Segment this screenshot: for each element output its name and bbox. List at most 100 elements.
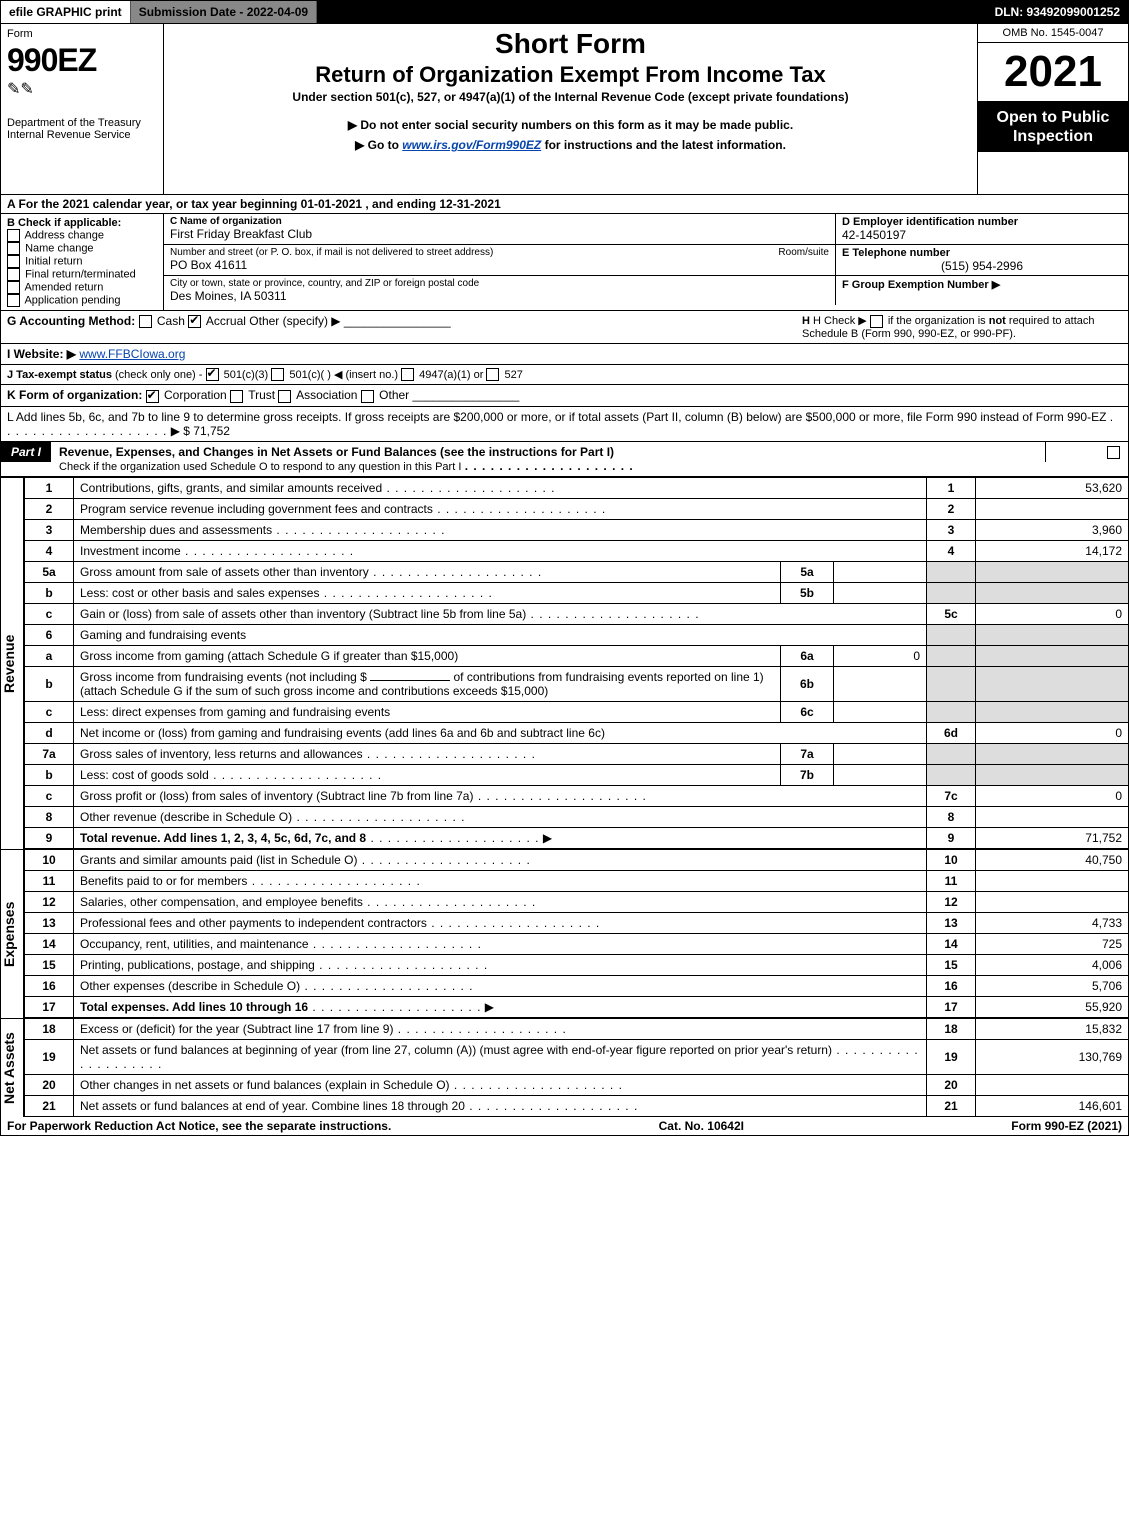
form-header: Form 990EZ ✎✎ Department of the Treasury… xyxy=(0,24,1129,195)
accrual-label: Accrual xyxy=(206,314,246,328)
opt-name-change[interactable]: Name change xyxy=(7,242,157,255)
section-f: F Group Exemption Number ▶ xyxy=(835,276,1128,305)
check-501c[interactable] xyxy=(271,368,284,381)
line-h: H H Check ▶ if the organization is not r… xyxy=(802,314,1122,340)
check-association[interactable] xyxy=(278,390,291,403)
dln: DLN: 93492099001252 xyxy=(987,1,1128,23)
table-row: 4Investment income414,172 xyxy=(25,540,1129,561)
expenses-section: Expenses 10Grants and similar amounts pa… xyxy=(0,849,1129,1018)
irs-link[interactable]: www.irs.gov/Form990EZ xyxy=(402,138,541,152)
table-row: cGain or (loss) from sale of assets othe… xyxy=(25,603,1129,624)
main-title: Return of Organization Exempt From Incom… xyxy=(172,62,969,88)
line-g-label: G Accounting Method: xyxy=(7,314,135,328)
table-row: 1Contributions, gifts, grants, and simil… xyxy=(25,477,1129,498)
check-h[interactable] xyxy=(870,315,883,328)
opt-name-change-label: Name change xyxy=(25,242,94,254)
subtitle: Under section 501(c), 527, or 4947(a)(1)… xyxy=(172,90,969,104)
tax-year: 2021 xyxy=(978,43,1128,102)
form-number: 990EZ xyxy=(7,42,157,79)
footer-right: Form 990-EZ (2021) xyxy=(1011,1119,1122,1133)
opt-amended-return-label: Amended return xyxy=(24,281,103,293)
opt-final-return-label: Final return/terminated xyxy=(25,268,136,280)
footer: For Paperwork Reduction Act Notice, see … xyxy=(0,1117,1129,1136)
check-corporation[interactable] xyxy=(146,390,159,403)
line-k-label: K Form of organization: xyxy=(7,388,142,402)
efile-print[interactable]: efile GRAPHIC print xyxy=(1,1,131,23)
footer-left: For Paperwork Reduction Act Notice, see … xyxy=(7,1119,391,1133)
section-e-label: E Telephone number xyxy=(842,247,1122,259)
section-e: E Telephone number (515) 954-2996 xyxy=(835,245,1128,276)
other-org-blank: ________________ xyxy=(413,388,520,402)
footer-center: Cat. No. 10642I xyxy=(659,1119,744,1133)
table-row: 16Other expenses (describe in Schedule O… xyxy=(25,975,1129,996)
table-row: 17Total expenses. Add lines 10 through 1… xyxy=(25,996,1129,1017)
opt-address-change-label: Address change xyxy=(24,229,104,241)
org-address: PO Box 41611 xyxy=(170,258,829,272)
opt-initial-return-label: Initial return xyxy=(25,255,82,267)
part1-title: Revenue, Expenses, and Changes in Net As… xyxy=(51,442,1045,476)
section-f-label: F Group Exemption Number ▶ xyxy=(842,279,1000,291)
note-goto: ▶ Go to www.irs.gov/Form990EZ for instru… xyxy=(172,138,969,152)
check-4947[interactable] xyxy=(401,368,414,381)
netassets-section: Net Assets 18Excess or (deficit) for the… xyxy=(0,1018,1129,1117)
table-row: cLess: direct expenses from gaming and f… xyxy=(25,701,1129,722)
line-h-t1: H Check ▶ xyxy=(813,315,870,327)
opt-final-return[interactable]: Final return/terminated xyxy=(7,268,157,281)
netassets-side-label: Net Assets xyxy=(0,1018,24,1117)
check-501c3[interactable] xyxy=(206,368,219,381)
header-left: Form 990EZ ✎✎ Department of the Treasury… xyxy=(1,24,164,194)
dept-treasury: Department of the Treasury xyxy=(7,117,157,129)
part1-checkbox[interactable] xyxy=(1107,446,1120,459)
website-link[interactable]: www.FFBCIowa.org xyxy=(79,347,185,361)
revenue-side-label: Revenue xyxy=(0,477,24,849)
expenses-side-label: Expenses xyxy=(0,849,24,1018)
line-l: L Add lines 5b, 6c, and 7b to line 9 to … xyxy=(0,407,1129,442)
section-c-city: City or town, state or province, country… xyxy=(164,276,835,305)
table-row: 8Other revenue (describe in Schedule O)8 xyxy=(25,806,1129,827)
topbar: efile GRAPHIC print Submission Date - 20… xyxy=(0,0,1129,24)
table-row: 21Net assets or fund balances at end of … xyxy=(25,1095,1129,1116)
check-accrual[interactable] xyxy=(188,315,201,328)
header-center: Short Form Return of Organization Exempt… xyxy=(164,24,977,194)
table-row: 14Occupancy, rent, utilities, and mainte… xyxy=(25,933,1129,954)
org-name: First Friday Breakfast Club xyxy=(170,227,829,241)
opt-address-change[interactable]: Address change xyxy=(7,229,157,242)
check-527[interactable] xyxy=(486,368,499,381)
opt-527: 527 xyxy=(505,369,523,381)
netassets-table: 18Excess or (deficit) for the year (Subt… xyxy=(24,1018,1129,1117)
opt-application-pending[interactable]: Application pending xyxy=(7,294,157,307)
check-trust[interactable] xyxy=(230,390,243,403)
table-row: 13Professional fees and other payments t… xyxy=(25,912,1129,933)
table-row: 19Net assets or fund balances at beginni… xyxy=(25,1039,1129,1074)
submission-date: Submission Date - 2022-04-09 xyxy=(131,1,317,23)
opt-amended-return[interactable]: Amended return xyxy=(7,281,157,294)
section-c-name: C Name of organization First Friday Brea… xyxy=(164,214,835,245)
opt-501c3: 501(c)(3) xyxy=(224,369,269,381)
check-cash[interactable] xyxy=(139,315,152,328)
table-row: dNet income or (loss) from gaming and fu… xyxy=(25,722,1129,743)
note-ssn: ▶ Do not enter social security numbers o… xyxy=(172,118,969,132)
opt-trust: Trust xyxy=(248,388,275,402)
line-i-label: I Website: ▶ xyxy=(7,347,76,361)
table-row: 6Gaming and fundraising events xyxy=(25,624,1129,645)
topbar-spacer xyxy=(317,1,986,23)
addr-label: Number and street (or P. O. box, if mail… xyxy=(170,247,493,258)
section-c-container: C Name of organization First Friday Brea… xyxy=(164,214,1128,310)
table-row: 5aGross amount from sale of assets other… xyxy=(25,561,1129,582)
opt-501c: 501(c)( ) ◀ (insert no.) xyxy=(289,369,398,381)
opt-other-org: Other xyxy=(379,388,409,402)
bcdef-grid: B Check if applicable: Address change Na… xyxy=(0,214,1129,311)
line-g: G Accounting Method: Cash Accrual Other … xyxy=(7,314,802,340)
note-goto-prefix: ▶ Go to xyxy=(355,138,402,152)
part1-check-text: Check if the organization used Schedule … xyxy=(59,461,461,473)
table-row: 12Salaries, other compensation, and empl… xyxy=(25,891,1129,912)
line-j-note: (check only one) - xyxy=(115,369,202,381)
line-g-h: G Accounting Method: Cash Accrual Other … xyxy=(0,311,1129,344)
irs-label: Internal Revenue Service xyxy=(7,129,157,141)
check-other-org[interactable] xyxy=(361,390,374,403)
part1-header: Part I Revenue, Expenses, and Changes in… xyxy=(0,442,1129,477)
form-word: Form xyxy=(7,28,157,40)
other-blank: ________________ xyxy=(344,314,451,328)
table-row: bLess: cost of goods sold7b xyxy=(25,764,1129,785)
opt-initial-return[interactable]: Initial return xyxy=(7,255,157,268)
